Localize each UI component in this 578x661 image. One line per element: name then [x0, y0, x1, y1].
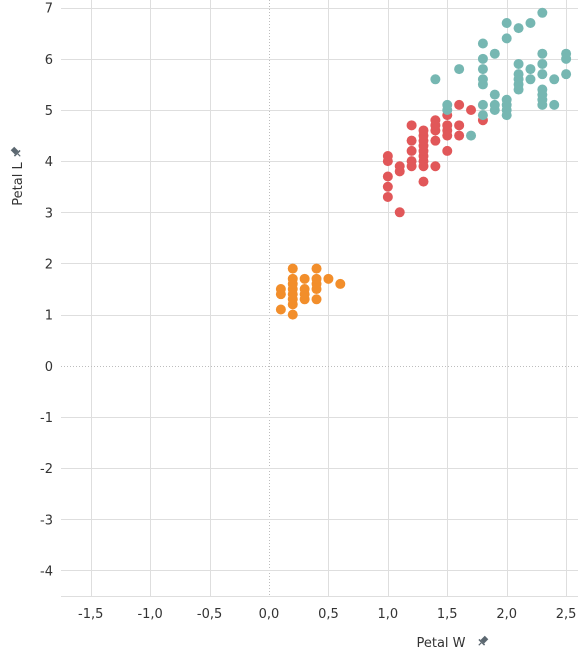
data-point[interactable] — [537, 48, 548, 59]
data-point[interactable] — [489, 48, 500, 59]
data-point[interactable] — [501, 94, 512, 105]
x-axis-pin-icon[interactable] — [476, 635, 489, 648]
y-tick-label: -2 — [40, 462, 53, 477]
data-point[interactable] — [299, 273, 310, 284]
x-tick-label: -1,0 — [137, 607, 162, 622]
x-tick-label: 2,5 — [556, 607, 577, 622]
data-point[interactable] — [513, 69, 524, 80]
data-point[interactable] — [299, 284, 310, 295]
data-point[interactable] — [525, 74, 536, 85]
x-axis-title: Petal W — [416, 636, 465, 651]
data-point[interactable] — [513, 23, 524, 34]
data-point[interactable] — [382, 151, 393, 162]
data-point[interactable] — [311, 273, 322, 284]
data-point[interactable] — [323, 273, 334, 284]
data-point[interactable] — [406, 120, 417, 131]
data-point[interactable] — [501, 33, 512, 44]
y-tick-label: 7 — [45, 2, 53, 17]
data-point[interactable] — [466, 104, 477, 115]
y-tick-label: 5 — [45, 104, 53, 119]
data-point[interactable] — [430, 74, 441, 85]
data-point[interactable] — [477, 74, 488, 85]
data-point[interactable] — [489, 89, 500, 100]
y-tick-label: 4 — [45, 155, 53, 170]
data-point[interactable] — [513, 58, 524, 69]
data-point[interactable] — [287, 263, 298, 274]
x-tick-label: 1,5 — [437, 607, 458, 622]
x-tick-label: -1,5 — [78, 607, 103, 622]
x-tick-label: 1,0 — [377, 607, 398, 622]
data-point[interactable] — [394, 161, 405, 172]
data-point[interactable] — [454, 99, 465, 110]
data-point[interactable] — [442, 99, 453, 110]
y-tick-label: 0 — [45, 360, 53, 375]
data-point[interactable] — [382, 181, 393, 192]
x-tick-label: 2,0 — [496, 607, 517, 622]
data-point[interactable] — [466, 130, 477, 141]
tick-labels: -1,5 -1,0 -0,5 0,0 0,5 1,0 1,5 2,0 2,5 -4 -3 -2 -1 0 1… — [40, 2, 576, 622]
data-point[interactable] — [525, 64, 536, 75]
data-point[interactable] — [430, 115, 441, 126]
data-point[interactable] — [537, 58, 548, 69]
data-point[interactable] — [501, 18, 512, 29]
y-tick-label: -4 — [40, 564, 53, 579]
data-point[interactable] — [394, 207, 405, 218]
data-point[interactable] — [477, 99, 488, 110]
data-point[interactable] — [311, 294, 322, 305]
data-point[interactable] — [442, 120, 453, 131]
x-tick-label: -0,5 — [197, 607, 222, 622]
data-point[interactable] — [418, 176, 429, 187]
data-point[interactable] — [275, 284, 286, 295]
data-point[interactable] — [537, 69, 548, 80]
y-tick-label: -3 — [40, 513, 53, 528]
x-tick-label: 0,0 — [259, 607, 280, 622]
grid-layer — [61, 0, 578, 597]
x-tick-label: 0,5 — [318, 607, 339, 622]
data-point[interactable] — [537, 7, 548, 18]
data-point[interactable] — [477, 53, 488, 64]
data-point[interactable] — [311, 263, 322, 274]
y-tick-label: -1 — [40, 411, 53, 426]
data-point[interactable] — [454, 64, 465, 75]
data-point[interactable] — [454, 120, 465, 131]
points-layer — [275, 7, 572, 320]
data-point[interactable] — [430, 135, 441, 146]
data-point[interactable] — [525, 18, 536, 29]
data-point[interactable] — [477, 38, 488, 49]
data-point[interactable] — [430, 161, 441, 172]
data-point[interactable] — [561, 69, 572, 80]
data-point[interactable] — [382, 171, 393, 182]
data-point[interactable] — [549, 74, 560, 85]
y-tick-label: 3 — [45, 206, 53, 221]
data-point[interactable] — [561, 48, 572, 59]
data-point[interactable] — [406, 156, 417, 167]
y-tick-label: 1 — [45, 309, 53, 324]
data-point[interactable] — [537, 84, 548, 95]
data-point[interactable] — [477, 110, 488, 121]
data-point[interactable] — [406, 145, 417, 156]
data-point[interactable] — [442, 145, 453, 156]
data-point[interactable] — [489, 99, 500, 110]
data-point[interactable] — [335, 278, 346, 289]
data-point[interactable] — [406, 135, 417, 146]
data-point[interactable] — [549, 99, 560, 110]
y-tick-label: 2 — [45, 257, 53, 272]
data-point[interactable] — [454, 130, 465, 141]
data-point[interactable] — [287, 273, 298, 284]
y-axis-pin-icon[interactable] — [10, 146, 23, 159]
data-point[interactable] — [275, 304, 286, 315]
y-tick-label: 6 — [45, 53, 53, 68]
data-point[interactable] — [287, 309, 298, 320]
data-point[interactable] — [418, 125, 429, 136]
data-point[interactable] — [382, 191, 393, 202]
data-point[interactable] — [477, 64, 488, 75]
y-axis-title: Petal L — [11, 162, 26, 206]
